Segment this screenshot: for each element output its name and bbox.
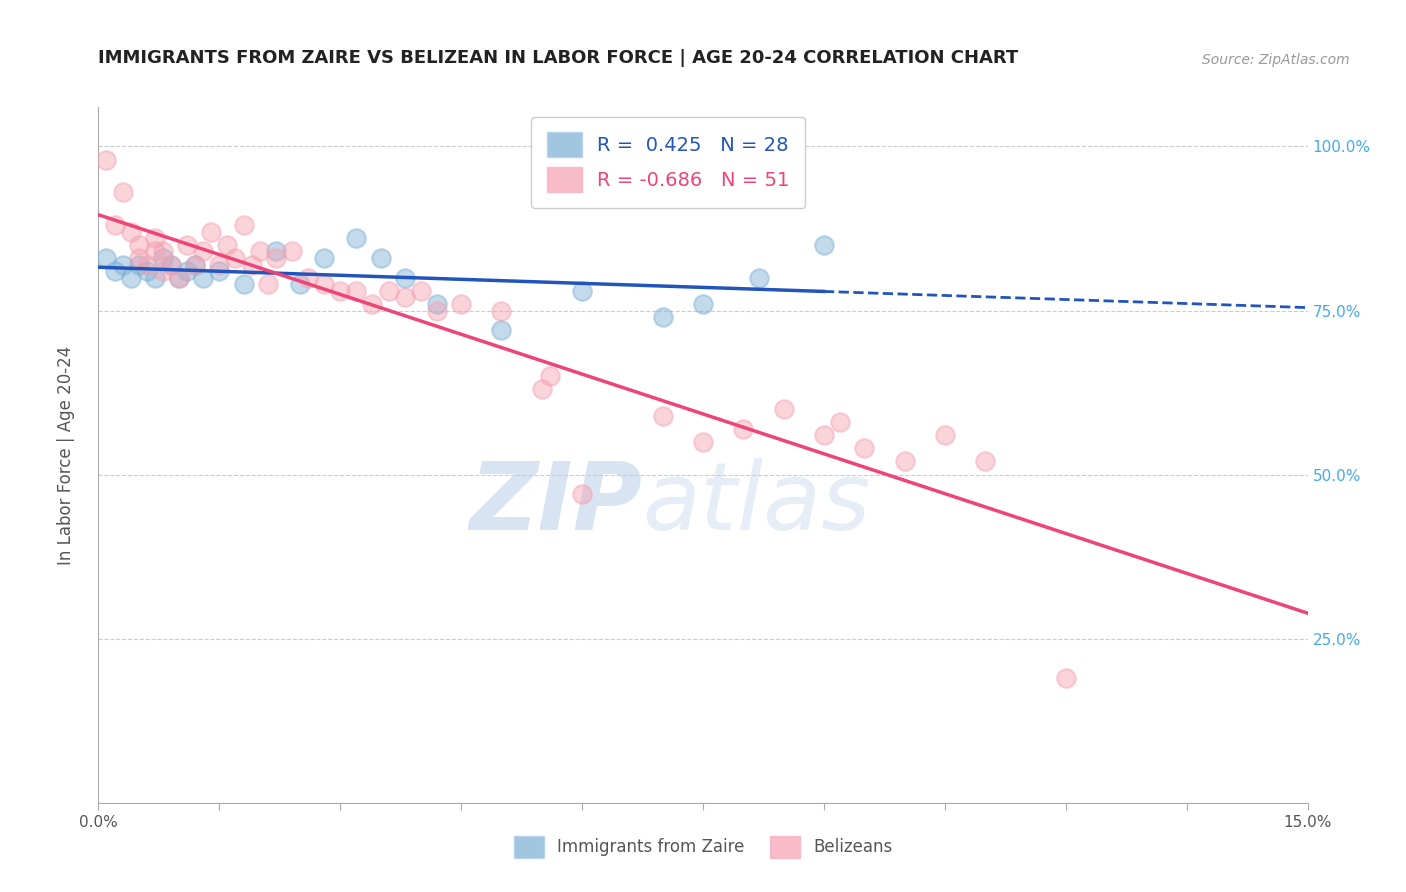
Point: [934, 428, 956, 442]
Point: [491, 303, 513, 318]
Point: [128, 258, 150, 272]
Point: [160, 258, 183, 272]
Point: [176, 264, 198, 278]
Point: [240, 258, 263, 272]
Point: [208, 264, 231, 278]
Point: [426, 303, 449, 318]
Point: [1054, 671, 1077, 685]
Point: [538, 369, 561, 384]
Point: [692, 297, 714, 311]
Point: [828, 415, 851, 429]
Point: [571, 487, 593, 501]
Point: [264, 244, 287, 259]
Point: [143, 231, 166, 245]
Point: [377, 284, 399, 298]
Point: [281, 244, 304, 259]
Point: [217, 238, 239, 252]
Point: [394, 270, 416, 285]
Point: [651, 409, 673, 423]
Point: [426, 297, 449, 311]
Point: [103, 218, 125, 232]
Point: [772, 401, 794, 416]
Point: [232, 277, 254, 292]
Point: [571, 284, 593, 298]
Point: [450, 297, 472, 311]
Text: Source: ZipAtlas.com: Source: ZipAtlas.com: [1202, 53, 1350, 67]
Point: [167, 270, 190, 285]
Point: [135, 264, 157, 278]
Y-axis label: In Labor Force | Age 20-24: In Labor Force | Age 20-24: [56, 345, 75, 565]
Point: [120, 225, 142, 239]
Legend: Immigrants from Zaire, Belizeans: Immigrants from Zaire, Belizeans: [501, 823, 905, 871]
Point: [344, 284, 367, 298]
Point: [128, 251, 150, 265]
Point: [193, 270, 215, 285]
Point: [224, 251, 246, 265]
Point: [135, 258, 157, 272]
Point: [692, 434, 714, 449]
Point: [297, 270, 319, 285]
Point: [314, 277, 336, 292]
Text: ZIP: ZIP: [470, 458, 643, 549]
Text: atlas: atlas: [643, 458, 870, 549]
Point: [329, 284, 352, 298]
Point: [974, 454, 997, 468]
Point: [409, 284, 432, 298]
Point: [314, 251, 336, 265]
Point: [200, 225, 222, 239]
Point: [370, 251, 392, 265]
Point: [264, 251, 287, 265]
Point: [208, 258, 231, 272]
Point: [491, 323, 513, 337]
Point: [96, 153, 118, 167]
Point: [160, 258, 183, 272]
Point: [111, 186, 134, 200]
Point: [232, 218, 254, 232]
Point: [143, 244, 166, 259]
Point: [152, 251, 174, 265]
Point: [184, 258, 207, 272]
Point: [111, 258, 134, 272]
Point: [96, 251, 118, 265]
Point: [651, 310, 673, 324]
Point: [143, 270, 166, 285]
Text: IMMIGRANTS FROM ZAIRE VS BELIZEAN IN LABOR FORCE | AGE 20-24 CORRELATION CHART: IMMIGRANTS FROM ZAIRE VS BELIZEAN IN LAB…: [98, 49, 1019, 67]
Point: [893, 454, 915, 468]
Point: [530, 382, 553, 396]
Point: [103, 264, 125, 278]
Point: [813, 238, 835, 252]
Point: [152, 264, 174, 278]
Point: [813, 428, 835, 442]
Point: [167, 270, 190, 285]
Point: [152, 244, 174, 259]
Point: [128, 238, 150, 252]
Point: [184, 258, 207, 272]
Point: [249, 244, 271, 259]
Point: [344, 231, 367, 245]
Point: [853, 442, 876, 456]
Point: [394, 290, 416, 304]
Point: [361, 297, 384, 311]
Point: [256, 277, 278, 292]
Point: [733, 422, 755, 436]
Point: [288, 277, 311, 292]
Point: [176, 238, 198, 252]
Point: [120, 270, 142, 285]
Point: [193, 244, 215, 259]
Point: [748, 270, 770, 285]
